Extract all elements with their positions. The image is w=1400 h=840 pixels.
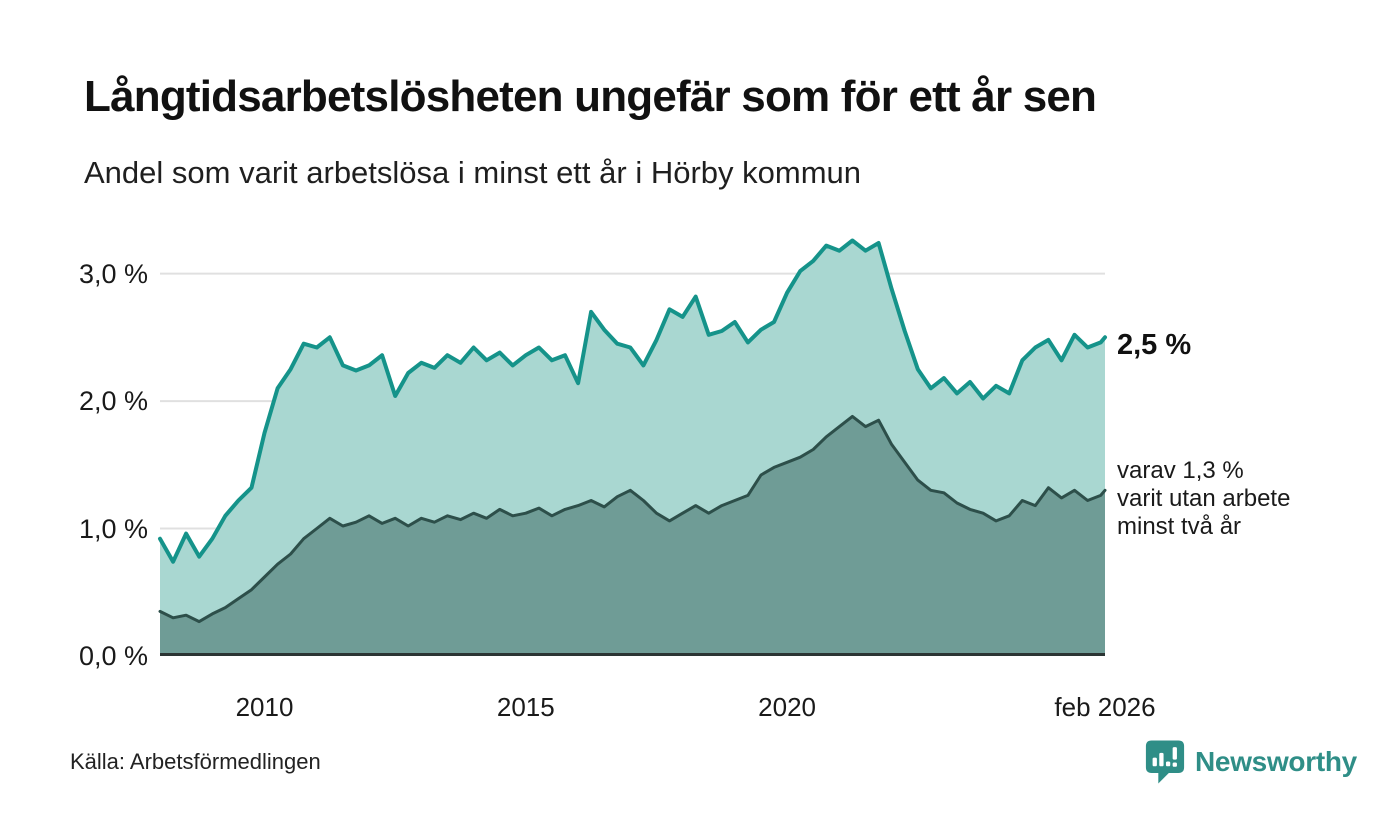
newsworthy-logo-text: Newsworthy xyxy=(1195,745,1357,777)
series-line xyxy=(158,238,1107,564)
x-tick-label: 2015 xyxy=(496,692,555,722)
series-line xyxy=(158,414,1107,624)
x-tick-label: feb 2026 xyxy=(1054,692,1156,722)
y-tick-label: 1,0 % xyxy=(78,513,148,544)
secondary-value-line: varav 1,3 % xyxy=(1117,457,1244,484)
secondary-value-line: varit utan arbete xyxy=(1117,485,1291,512)
y-tick-label: 0,0 % xyxy=(78,641,148,671)
secondary-value-line: minst två år xyxy=(1117,513,1242,540)
x-tick-label: 2020 xyxy=(758,692,817,722)
source-note: Källa: Arbetsförmedlingen xyxy=(70,749,321,774)
series-area xyxy=(160,416,1105,656)
y-tick-label: 3,0 % xyxy=(78,258,148,289)
chart-subtitle: Andel som varit arbetslösa i minst ett å… xyxy=(84,155,861,190)
newsworthy-logo: Newsworthy xyxy=(1144,738,1357,785)
x-axis-labels: 2010 2015 2020 feb 2026 xyxy=(160,692,1156,726)
chart-title: Långtidsarbetslösheten ungefär som för e… xyxy=(84,72,1097,121)
latest-value-label: 2,5 % xyxy=(1117,329,1192,361)
plot-area xyxy=(158,229,1107,656)
plot-svg xyxy=(158,238,1107,656)
y-tick-label: 2,0 % xyxy=(78,386,148,417)
x-tick-label: 2010 xyxy=(235,692,294,722)
y-axis-labels: 0,0 % 1,0 % 2,0 % 3,0 % xyxy=(0,229,148,670)
newsworthy-logo-icon xyxy=(1145,740,1185,784)
secondary-value-label: varav 1,3 % varit utan arbete minst två … xyxy=(1117,457,1290,541)
